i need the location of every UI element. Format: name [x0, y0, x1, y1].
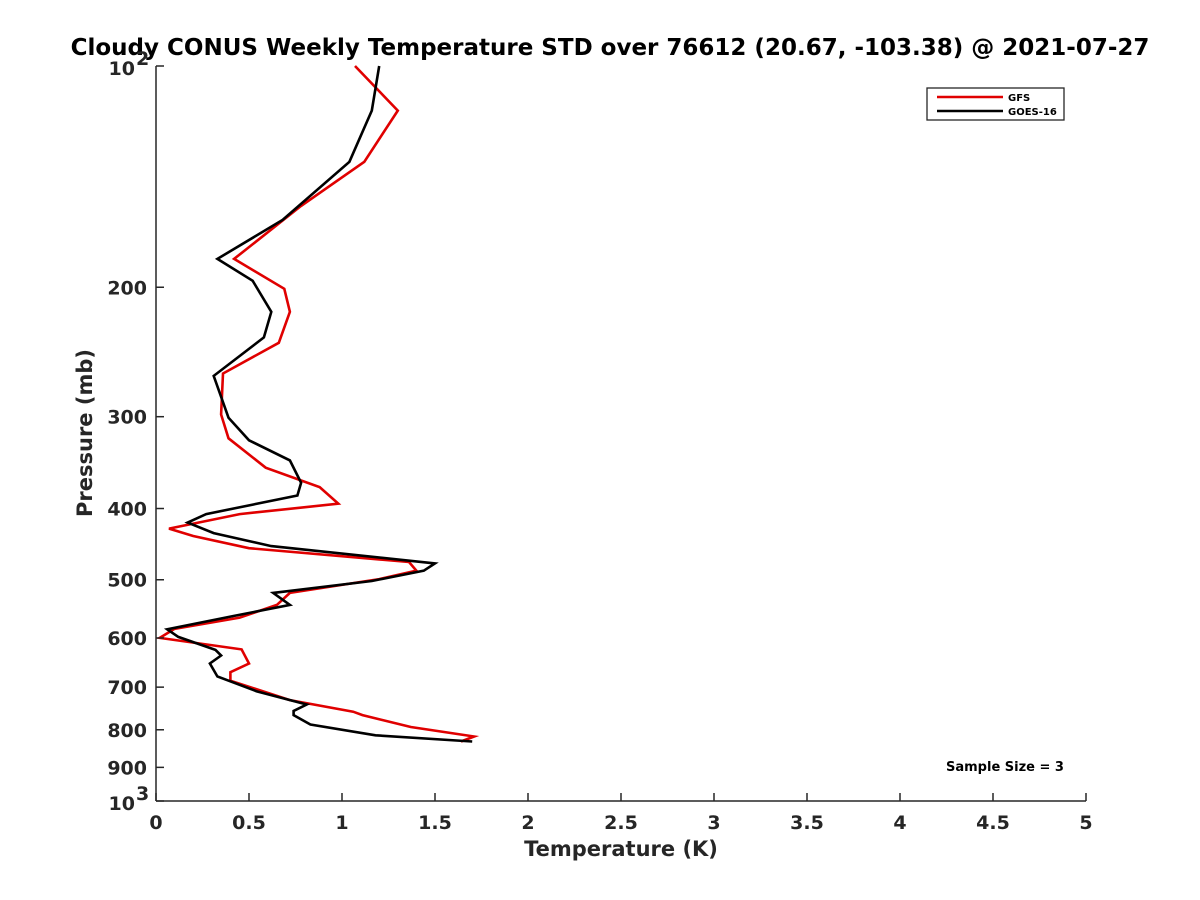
x-tick-label: 3.5 — [790, 812, 824, 834]
series-line-gfs — [155, 65, 480, 743]
x-tick-label: 0 — [149, 812, 162, 834]
legend-label: GOES-16 — [1008, 107, 1057, 118]
x-tick-label: 2.5 — [604, 812, 638, 834]
legend-label: GFS — [1008, 93, 1030, 104]
series-layer — [155, 65, 480, 743]
x-tick-label: 1 — [335, 812, 348, 834]
x-tick-label: 5 — [1079, 812, 1092, 834]
x-tick-label: 4.5 — [976, 812, 1010, 834]
y-tick-label: 400 — [107, 499, 147, 521]
x-tick-label: 0.5 — [232, 812, 266, 834]
y-tick-label: 700 — [107, 677, 147, 699]
x-ticks: 0 0.5 1 1.5 2 2.5 3 3.5 4 4.5 5 — [149, 793, 1093, 834]
y-tick-label: 10 — [109, 58, 135, 80]
x-tick-label: 2 — [521, 812, 534, 834]
x-tick-label: 3 — [707, 812, 720, 834]
x-axis-label: Temperature (K) — [524, 837, 718, 861]
legend-box — [926, 87, 1065, 121]
y-tick-label: 600 — [107, 628, 147, 650]
series-line-goes-16 — [163, 65, 473, 743]
x-tick-label: 4 — [893, 812, 906, 834]
y-tick-label: 300 — [107, 407, 147, 429]
x-tick-label: 1.5 — [418, 812, 452, 834]
y-tick-label: 500 — [107, 570, 147, 592]
y-tick-exponent: 3 — [136, 783, 149, 805]
sample-size-annotation: Sample Size = 3 — [946, 760, 1064, 775]
y-tick-label: 900 — [107, 757, 147, 779]
legend: GFS GOES-16 — [926, 87, 1065, 121]
y-tick-label: 10 — [109, 793, 135, 815]
y-tick-exponent: 2 — [136, 48, 149, 70]
y-tick-label: 800 — [107, 720, 147, 742]
y-axis-label: Pressure (mb) — [73, 349, 97, 517]
y-tick-label: 200 — [107, 277, 147, 299]
chart-title: Cloudy CONUS Weekly Temperature STD over… — [71, 35, 1150, 61]
